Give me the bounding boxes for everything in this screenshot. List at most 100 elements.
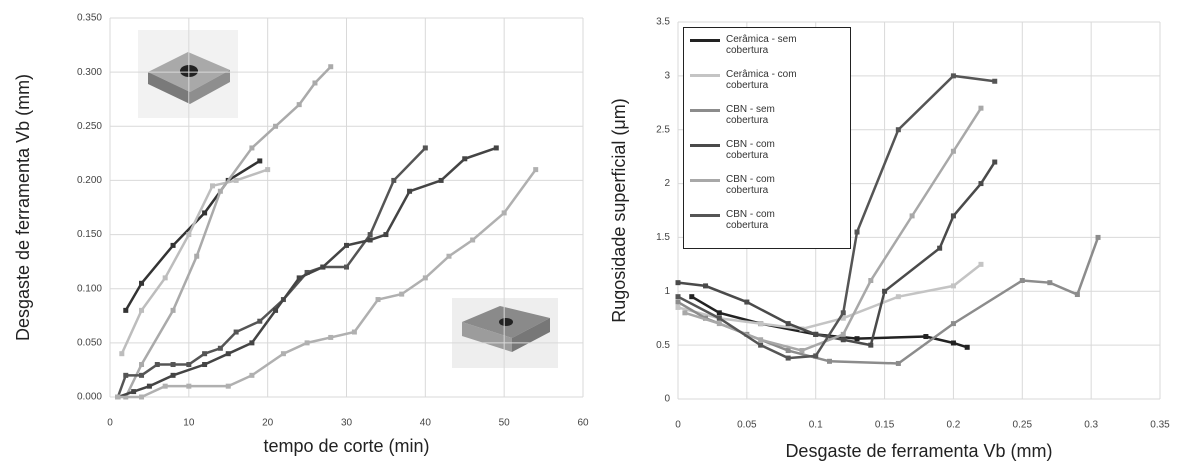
data-point <box>703 283 709 289</box>
x-axis-label: tempo de corte (min) <box>263 436 429 456</box>
data-point <box>233 177 239 183</box>
data-point <box>895 127 901 133</box>
data-point <box>154 362 160 368</box>
data-point <box>367 232 373 238</box>
data-point <box>422 145 428 151</box>
data-point <box>119 351 125 357</box>
legend-swatch <box>690 109 720 112</box>
data-point <box>937 245 943 251</box>
data-point <box>533 167 539 173</box>
series-line <box>677 74 995 360</box>
data-point <box>139 394 145 400</box>
data-point <box>344 264 349 270</box>
x-tick-label: 60 <box>577 418 589 429</box>
data-point <box>202 351 208 357</box>
data-point <box>123 307 129 313</box>
x-tick-label: 0.25 <box>1013 420 1033 431</box>
y-tick-label: 1 <box>664 286 670 297</box>
data-point <box>304 269 310 275</box>
data-point <box>115 394 121 400</box>
data-point <box>950 73 956 79</box>
y-tick-label: 0.100 <box>77 283 102 294</box>
data-point <box>689 294 695 300</box>
data-point <box>209 183 215 189</box>
data-point <box>194 253 200 259</box>
data-point <box>854 229 860 235</box>
data-point <box>978 181 984 187</box>
data-point <box>312 80 318 86</box>
legend-item: CBN - com cobertura <box>688 174 846 209</box>
data-point <box>462 156 468 162</box>
legend-item: Cerâmica - com cobertura <box>688 69 846 104</box>
data-point <box>422 275 428 281</box>
y-tick-label: 0.5 <box>656 340 670 351</box>
data-point <box>202 210 208 216</box>
data-point <box>716 321 722 327</box>
data-point <box>675 299 681 305</box>
data-point <box>407 188 413 194</box>
data-point <box>273 123 279 129</box>
data-point <box>170 242 176 248</box>
data-point <box>1095 234 1101 240</box>
data-point <box>854 336 860 342</box>
legend-label: CBN - com cobertura <box>726 209 775 231</box>
data-point <box>978 261 984 267</box>
data-point <box>813 353 819 359</box>
data-point <box>344 242 349 248</box>
data-point <box>868 342 874 348</box>
data-point <box>375 297 381 303</box>
data-point <box>1047 280 1053 286</box>
data-point <box>265 167 271 173</box>
series-line <box>677 263 982 331</box>
x-axis-label: Desgaste de ferramenta Vb (mm) <box>785 441 1052 461</box>
data-point <box>186 383 192 389</box>
legend-item: CBN - com cobertura <box>688 139 846 174</box>
data-point <box>758 342 764 348</box>
data-point <box>217 345 223 351</box>
data-point <box>280 351 286 357</box>
legend-item: CBN - sem cobertura <box>688 104 846 139</box>
data-point <box>186 232 192 238</box>
data-point <box>391 177 397 183</box>
data-point <box>1074 292 1080 298</box>
data-point <box>909 213 915 219</box>
data-point <box>840 315 846 321</box>
y-tick-label: 3.5 <box>656 17 670 28</box>
data-point <box>950 340 956 346</box>
data-point <box>840 337 846 343</box>
legend-swatch <box>690 39 720 42</box>
data-point <box>950 213 956 219</box>
data-point <box>716 310 722 316</box>
legend-label: Cerâmica - com cobertura <box>726 69 797 91</box>
y-tick-label: 0 <box>664 394 670 405</box>
data-point <box>217 188 223 194</box>
x-tick-label: 0.2 <box>946 420 960 431</box>
x-tick-label: 0.3 <box>1084 420 1098 431</box>
data-point <box>273 307 279 313</box>
data-point <box>785 355 791 361</box>
x-tick-label: 0.15 <box>875 420 895 431</box>
data-point <box>744 299 750 305</box>
legend-swatch <box>690 179 720 182</box>
data-point <box>799 348 805 354</box>
data-point <box>868 278 874 284</box>
data-point <box>675 294 681 300</box>
data-point <box>170 362 176 368</box>
data-point <box>716 315 722 321</box>
data-point <box>399 291 405 297</box>
y-tick-label: 2 <box>664 178 670 189</box>
data-point <box>328 64 334 70</box>
data-point <box>249 372 255 378</box>
x-tick-label: 0.35 <box>1150 420 1170 431</box>
series-line <box>677 161 996 347</box>
y-tick-label: 1.5 <box>656 232 670 243</box>
data-point <box>328 334 334 340</box>
data-point <box>170 372 176 378</box>
data-point <box>296 102 302 108</box>
data-point <box>493 145 499 151</box>
data-point <box>992 159 998 165</box>
data-point <box>501 210 507 216</box>
data-point <box>257 158 263 164</box>
data-point <box>146 383 152 389</box>
